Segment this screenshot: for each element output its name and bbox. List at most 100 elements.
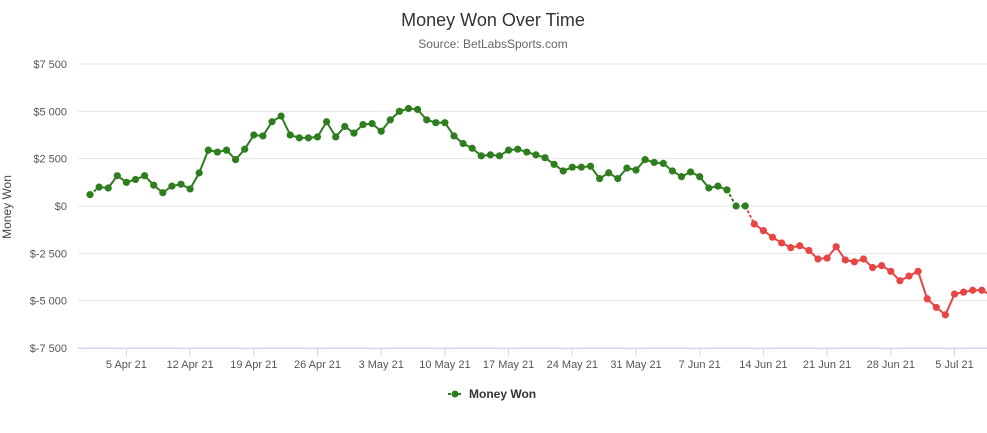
data-point[interactable] <box>541 154 549 162</box>
data-point[interactable] <box>313 133 322 141</box>
data-point[interactable] <box>441 119 449 127</box>
data-point[interactable] <box>687 168 695 176</box>
data-point[interactable] <box>577 163 586 171</box>
data-point[interactable] <box>732 202 740 210</box>
series-money-won[interactable] <box>89 107 987 316</box>
data-point[interactable] <box>168 182 176 190</box>
data-point[interactable] <box>932 303 940 311</box>
data-point[interactable] <box>350 129 358 137</box>
data-point[interactable] <box>969 286 977 294</box>
data-point[interactable] <box>232 156 240 164</box>
data-point[interactable] <box>359 120 367 129</box>
data-point[interactable] <box>750 220 758 228</box>
data-point[interactable] <box>113 172 121 180</box>
data-point[interactable] <box>878 262 886 270</box>
data-point[interactable] <box>150 181 158 189</box>
data-point[interactable] <box>650 158 658 167</box>
data-point[interactable] <box>505 146 513 154</box>
data-point[interactable] <box>668 167 677 175</box>
data-point[interactable] <box>850 258 859 266</box>
data-point[interactable] <box>241 145 249 153</box>
data-point[interactable] <box>559 167 567 175</box>
data-point[interactable] <box>787 244 795 252</box>
data-point[interactable] <box>887 267 895 275</box>
data-point[interactable] <box>532 151 540 159</box>
data-point[interactable] <box>250 131 258 139</box>
data-point[interactable] <box>222 146 231 154</box>
data-point[interactable] <box>395 107 403 115</box>
data-points[interactable] <box>86 104 987 319</box>
data-point[interactable] <box>632 166 640 174</box>
data-point[interactable] <box>459 139 467 148</box>
data-point[interactable] <box>414 105 422 114</box>
legend[interactable]: Money Won <box>448 387 536 401</box>
data-point[interactable] <box>377 127 385 135</box>
data-point[interactable] <box>768 233 777 241</box>
data-point[interactable] <box>332 133 340 141</box>
data-point[interactable] <box>950 290 959 298</box>
data-point[interactable] <box>186 185 194 193</box>
data-point[interactable] <box>759 227 768 235</box>
data-point[interactable] <box>195 169 203 177</box>
data-point[interactable] <box>914 267 922 275</box>
data-point[interactable] <box>368 120 376 128</box>
data-point[interactable] <box>978 286 986 294</box>
data-point[interactable] <box>486 151 494 159</box>
legend-label[interactable]: Money Won <box>469 387 536 401</box>
data-point[interactable] <box>905 272 913 280</box>
data-point[interactable] <box>778 239 786 247</box>
data-point[interactable] <box>941 311 950 319</box>
data-point[interactable] <box>386 116 394 124</box>
data-point[interactable] <box>450 132 458 140</box>
data-point[interactable] <box>131 175 140 184</box>
data-point[interactable] <box>659 159 667 167</box>
data-point[interactable] <box>923 295 931 303</box>
data-point[interactable] <box>204 146 212 154</box>
data-point[interactable] <box>723 186 731 194</box>
data-point[interactable] <box>696 173 704 181</box>
data-point[interactable] <box>404 104 413 113</box>
data-point[interactable] <box>623 164 631 172</box>
data-point[interactable] <box>468 144 476 152</box>
data-point[interactable] <box>741 202 749 210</box>
data-point[interactable] <box>323 118 331 126</box>
data-point[interactable] <box>295 134 303 142</box>
data-point[interactable] <box>495 152 504 160</box>
data-point[interactable] <box>705 184 713 192</box>
data-point[interactable] <box>341 122 349 131</box>
data-point[interactable] <box>259 132 267 140</box>
data-point[interactable] <box>423 116 431 124</box>
data-point[interactable] <box>477 152 485 160</box>
data-point[interactable] <box>177 180 185 188</box>
data-point[interactable] <box>896 277 904 285</box>
data-point[interactable] <box>514 145 522 153</box>
data-point[interactable] <box>277 112 285 120</box>
data-point[interactable] <box>159 189 167 197</box>
data-point[interactable] <box>286 131 294 139</box>
data-point[interactable] <box>432 119 440 127</box>
data-point[interactable] <box>796 242 804 250</box>
data-point[interactable] <box>869 263 877 272</box>
data-point[interactable] <box>677 173 686 181</box>
data-point[interactable] <box>614 174 622 183</box>
data-point[interactable] <box>832 243 840 251</box>
data-point[interactable] <box>641 156 649 164</box>
data-point[interactable] <box>841 256 849 264</box>
data-point[interactable] <box>213 148 221 156</box>
data-point[interactable] <box>104 184 112 192</box>
data-point[interactable] <box>960 288 968 296</box>
data-point[interactable] <box>523 148 531 156</box>
data-point[interactable] <box>122 178 130 186</box>
data-point[interactable] <box>304 134 312 142</box>
data-point[interactable] <box>605 169 613 177</box>
data-point[interactable] <box>141 172 149 180</box>
data-point[interactable] <box>714 182 722 190</box>
data-point[interactable] <box>268 118 276 126</box>
data-point[interactable] <box>586 162 595 170</box>
data-point[interactable] <box>805 246 813 255</box>
data-point[interactable] <box>814 255 822 263</box>
data-point[interactable] <box>86 191 94 199</box>
data-point[interactable] <box>859 255 868 263</box>
data-point[interactable] <box>568 163 576 171</box>
data-point[interactable] <box>550 160 558 168</box>
